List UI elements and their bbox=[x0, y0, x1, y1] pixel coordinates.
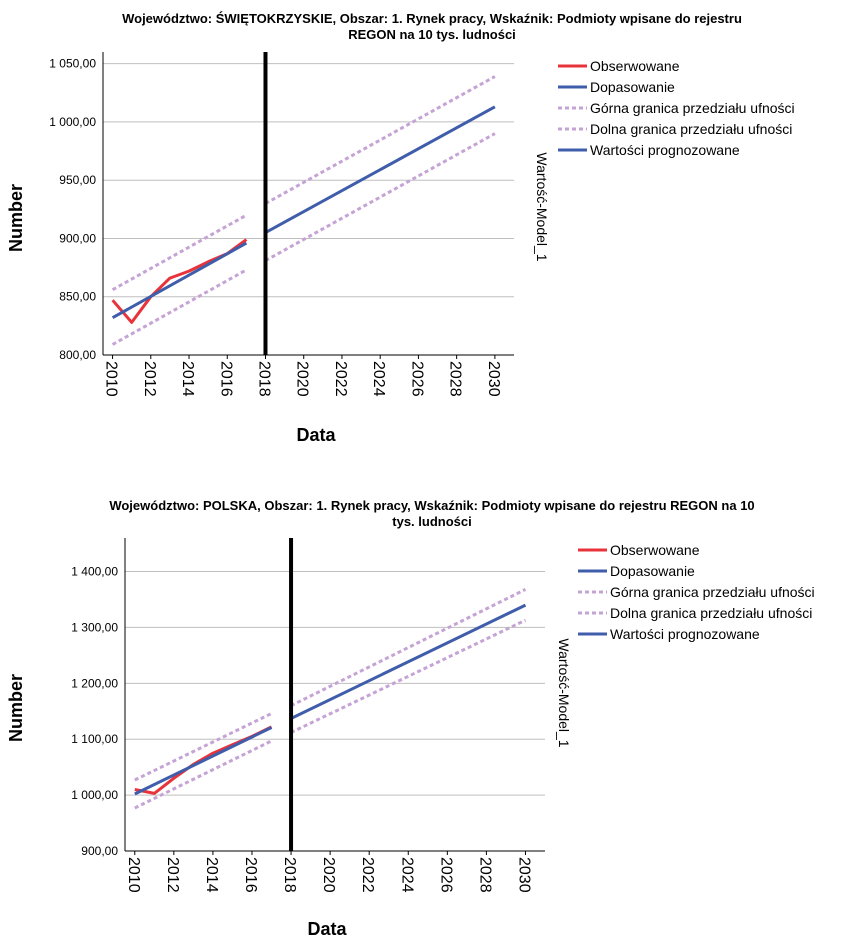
chart-2-legend: Obserwowane Dopasowanie Górna granica prze… bbox=[578, 542, 815, 642]
series-line-dolna-granica-przedzialu-ufnosci bbox=[111, 268, 248, 346]
x-tick-label: 2010 bbox=[125, 857, 142, 893]
y-tick-label: 950,00 bbox=[59, 173, 96, 187]
chart-2-series bbox=[134, 538, 527, 851]
chart-2-title-line-1: Województwo: POLSKA, Obszar: 1. Rynek pr… bbox=[109, 498, 754, 513]
chart-2-grid bbox=[125, 571, 545, 852]
y-tick-label: 1 100,00 bbox=[71, 732, 118, 746]
x-tick-label: 2030 bbox=[515, 857, 532, 893]
y-tick-label: 900,00 bbox=[59, 231, 96, 245]
legend-label: Dopasowanie bbox=[590, 79, 675, 95]
chart-1-title-line-2: REGON na 10 tys. ludności bbox=[348, 27, 516, 42]
x-tick-label: 2014 bbox=[203, 857, 220, 893]
legend-label: Dopasowanie bbox=[610, 563, 695, 579]
series-line-gorna-granica-przedzialu-ufnosci bbox=[290, 588, 527, 708]
y-tick-label: 1 400,00 bbox=[71, 565, 118, 579]
y-tick-label: 1 200,00 bbox=[71, 676, 118, 690]
legend-label: Dolna granica przedziału ufności bbox=[610, 605, 812, 621]
chart-1-axes: 800,00 850,00 900,00 950,00 1 000,00 1 050,00… bbox=[49, 52, 514, 397]
chart-1-x-axis-label: Data bbox=[296, 425, 336, 445]
x-tick-label: 2026 bbox=[408, 361, 425, 397]
series-line-dolna-granica-przedzialu-ufnosci bbox=[134, 739, 273, 810]
chart-1-series bbox=[111, 52, 496, 355]
chart-2-x-axis-label: Data bbox=[307, 919, 347, 939]
x-tick-label: 2030 bbox=[485, 361, 502, 397]
legend-label: Wartości prognozowane bbox=[610, 626, 760, 642]
x-tick-label: 2016 bbox=[242, 857, 259, 893]
y-tick-label: 850,00 bbox=[59, 290, 96, 304]
x-tick-label: 2020 bbox=[294, 361, 311, 397]
series-line-gorna-granica-przedzialu-ufnosci bbox=[134, 712, 273, 782]
chart-2-title-line-2: tys. ludności bbox=[392, 514, 471, 529]
series-line-dopasowanie bbox=[111, 241, 248, 320]
chart-2-side-label: Wartość-Model_1 bbox=[556, 638, 572, 747]
series-line-gorna-granica-przedzialu-ufnosci bbox=[111, 213, 248, 292]
chart-1-side-label: Wartość-Model_1 bbox=[534, 152, 550, 261]
chart-2-axes: 900,00 1 000,00 1 100,00 1 200,00 1 300,00 1 … bbox=[71, 538, 545, 893]
series-line-wartosci-prognozowane bbox=[290, 603, 527, 720]
x-tick-label: 2018 bbox=[255, 361, 272, 397]
x-tick-label: 2012 bbox=[164, 857, 181, 893]
legend-label: Obserwowane bbox=[610, 542, 700, 558]
x-tick-label: 2020 bbox=[320, 857, 337, 893]
x-tick-label: 2010 bbox=[103, 361, 120, 397]
chart-2-y-axis-label: Number bbox=[6, 674, 26, 742]
x-tick-label: 2022 bbox=[332, 361, 349, 397]
series-line-dopasowanie bbox=[134, 726, 273, 796]
x-tick-label: 2024 bbox=[370, 361, 387, 397]
chart-1-legend: Obserwowane Dopasowanie Górna granica prze… bbox=[558, 58, 795, 158]
y-tick-label: 1 050,00 bbox=[49, 57, 96, 71]
x-tick-label: 2022 bbox=[359, 857, 376, 893]
legend-label: Obserwowane bbox=[590, 58, 680, 74]
y-tick-label: 800,00 bbox=[59, 348, 96, 362]
x-tick-label: 2028 bbox=[447, 361, 464, 397]
x-tick-label: 2028 bbox=[476, 857, 493, 893]
legend-label: Górna granica przedziału ufności bbox=[590, 100, 795, 116]
x-tick-label: 2012 bbox=[141, 361, 158, 397]
chart-1-y-axis-label: Number bbox=[6, 184, 26, 252]
x-tick-label: 2026 bbox=[437, 857, 454, 893]
series-line-dolna-granica-przedzialu-ufnosci bbox=[290, 618, 527, 734]
chart-1-title-line-1: Województwo: ŚWIĘTOKRZYSKIE, Obszar: 1. … bbox=[122, 11, 742, 26]
x-tick-label: 2018 bbox=[281, 857, 298, 893]
x-tick-label: 2016 bbox=[217, 361, 234, 397]
chart-2: Województwo: POLSKA, Obszar: 1. Rynek pr… bbox=[6, 498, 815, 939]
y-tick-label: 1 000,00 bbox=[71, 788, 118, 802]
series-line-wartosci-prognozowane bbox=[264, 105, 496, 234]
y-tick-label: 1 000,00 bbox=[49, 115, 96, 129]
series-line-dolna-granica-przedzialu-ufnosci bbox=[264, 132, 496, 262]
x-tick-label: 2024 bbox=[398, 857, 415, 893]
legend-label: Dolna granica przedziału ufności bbox=[590, 121, 792, 137]
x-tick-label: 2014 bbox=[179, 361, 196, 397]
chart-1: Województwo: ŚWIĘTOKRZYSKIE, Obszar: 1. … bbox=[6, 11, 795, 445]
series-line-gorna-granica-przedzialu-ufnosci bbox=[264, 75, 496, 205]
legend-label: Górna granica przedziału ufności bbox=[610, 584, 815, 600]
legend-label: Wartości prognozowane bbox=[590, 142, 740, 158]
y-tick-label: 900,00 bbox=[81, 844, 118, 858]
y-tick-label: 1 300,00 bbox=[71, 620, 118, 634]
